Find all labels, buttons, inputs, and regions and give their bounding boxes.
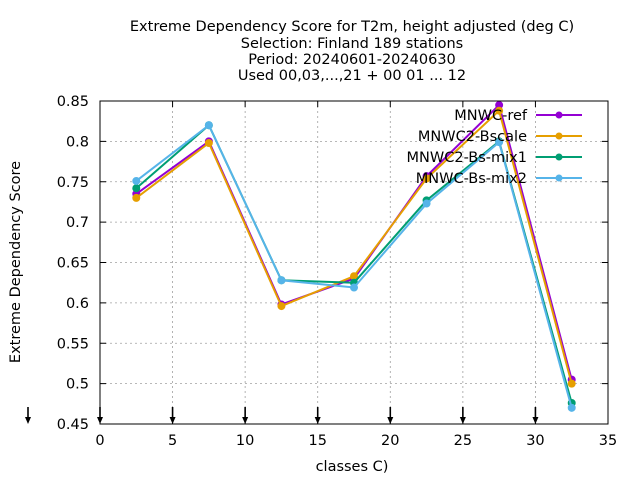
chart-title-line-3: Period: 20240601-20240630	[248, 52, 456, 68]
x-tick-label: 10	[236, 433, 254, 449]
grid	[100, 101, 608, 424]
legend-label: MNWC2-Bs-mix1	[407, 150, 527, 166]
data-point	[567, 403, 576, 412]
class-boundary-marker-head	[169, 417, 176, 424]
y-tick-label: 0.85	[57, 94, 89, 110]
class-boundary-marker-head	[25, 417, 31, 424]
data-point	[350, 283, 358, 292]
chart-title-line-1: Extreme Dependency Score for T2m, height…	[130, 19, 574, 35]
legend: MNWC-ref MNWC2-Bscale MNWC2-Bs-mix1 MNWC-Bs…	[407, 108, 582, 187]
class-boundary-marker-head	[314, 417, 321, 424]
x-tick-label: 30	[526, 433, 544, 449]
chart-title-line-4: Used 00,03,...,21 + 00 01 ... 12	[238, 68, 466, 84]
x-tick-label: 35	[599, 433, 617, 449]
class-boundary-marker-head	[387, 417, 394, 424]
x-tick-label: 15	[308, 433, 326, 449]
x-tick-label: 25	[454, 433, 472, 449]
y-tick-label: 0.6	[66, 296, 89, 312]
y-tick-label: 0.75	[57, 175, 89, 191]
data-point	[204, 121, 213, 130]
class-boundary-marker	[314, 407, 321, 424]
legend-item: MNWC2-Bs-mix1	[407, 150, 582, 166]
legend-label: MNWC2-Bscale	[418, 129, 527, 145]
data-point	[277, 276, 286, 285]
data-point	[495, 106, 504, 115]
series-line	[135, 123, 573, 409]
y-tick-label: 0.55	[57, 336, 89, 352]
x-tick-label: 0	[95, 433, 104, 449]
y-tick-label: 0.45	[57, 417, 89, 433]
legend-label: MNWC-ref	[454, 108, 528, 124]
legend-item: MNWC2-Bscale	[418, 129, 582, 145]
chart-title-line-2: Selection: Finland 189 stations	[241, 36, 463, 52]
y-tick-label: 0.8	[66, 134, 89, 150]
class-boundary-marker	[25, 407, 31, 424]
data-point	[567, 379, 576, 388]
class-boundary-marker-head	[242, 417, 249, 424]
data-point	[277, 302, 286, 311]
x-tick-label: 5	[168, 433, 177, 449]
x-axis-label: classes C)	[316, 459, 389, 475]
series-lines	[132, 101, 576, 412]
class-boundary-marker	[459, 407, 466, 424]
class-boundary-marker-head	[459, 417, 466, 424]
data-point	[132, 184, 141, 193]
y-tick-label: 0.65	[57, 256, 89, 272]
legend-swatch-marker	[555, 174, 563, 182]
class-boundary-marker-head	[532, 417, 539, 424]
data-point	[132, 193, 141, 202]
plot-frame	[99, 100, 609, 425]
class-boundary-marker	[532, 407, 539, 424]
class-markers	[25, 407, 539, 424]
y-tick-label: 0.7	[66, 215, 89, 231]
data-point	[132, 176, 141, 185]
series-mnwc-bs-mix2	[132, 121, 576, 412]
class-boundary-marker	[242, 407, 249, 424]
data-point	[204, 138, 213, 147]
legend-item: MNWC-Bs-mix2	[416, 171, 582, 187]
data-point	[422, 174, 431, 183]
y-tick-label: 0.5	[66, 377, 89, 393]
y-axis-label: Extreme Dependency Score	[8, 161, 24, 363]
class-boundary-marker	[169, 407, 176, 424]
legend-swatch-marker	[555, 111, 563, 119]
legend-item: MNWC-ref	[454, 108, 582, 124]
class-boundary-marker	[387, 407, 394, 424]
data-point	[495, 138, 504, 147]
legend-swatch-marker	[555, 132, 563, 140]
series-mnwc2-bscale	[132, 106, 576, 388]
series-line	[135, 103, 573, 380]
x-tick-label: 20	[381, 433, 399, 449]
chart-title: Extreme Dependency Score for T2m, height…	[130, 19, 574, 84]
data-point	[422, 199, 431, 208]
legend-swatch-marker	[555, 153, 563, 161]
legend-label: MNWC-Bs-mix2	[416, 171, 527, 187]
axis-ticks: 0.45 0.5 0.55 0.6 0.65 0.7 0.75 0.8 0.85 0 5 10 15 20…	[57, 94, 618, 449]
